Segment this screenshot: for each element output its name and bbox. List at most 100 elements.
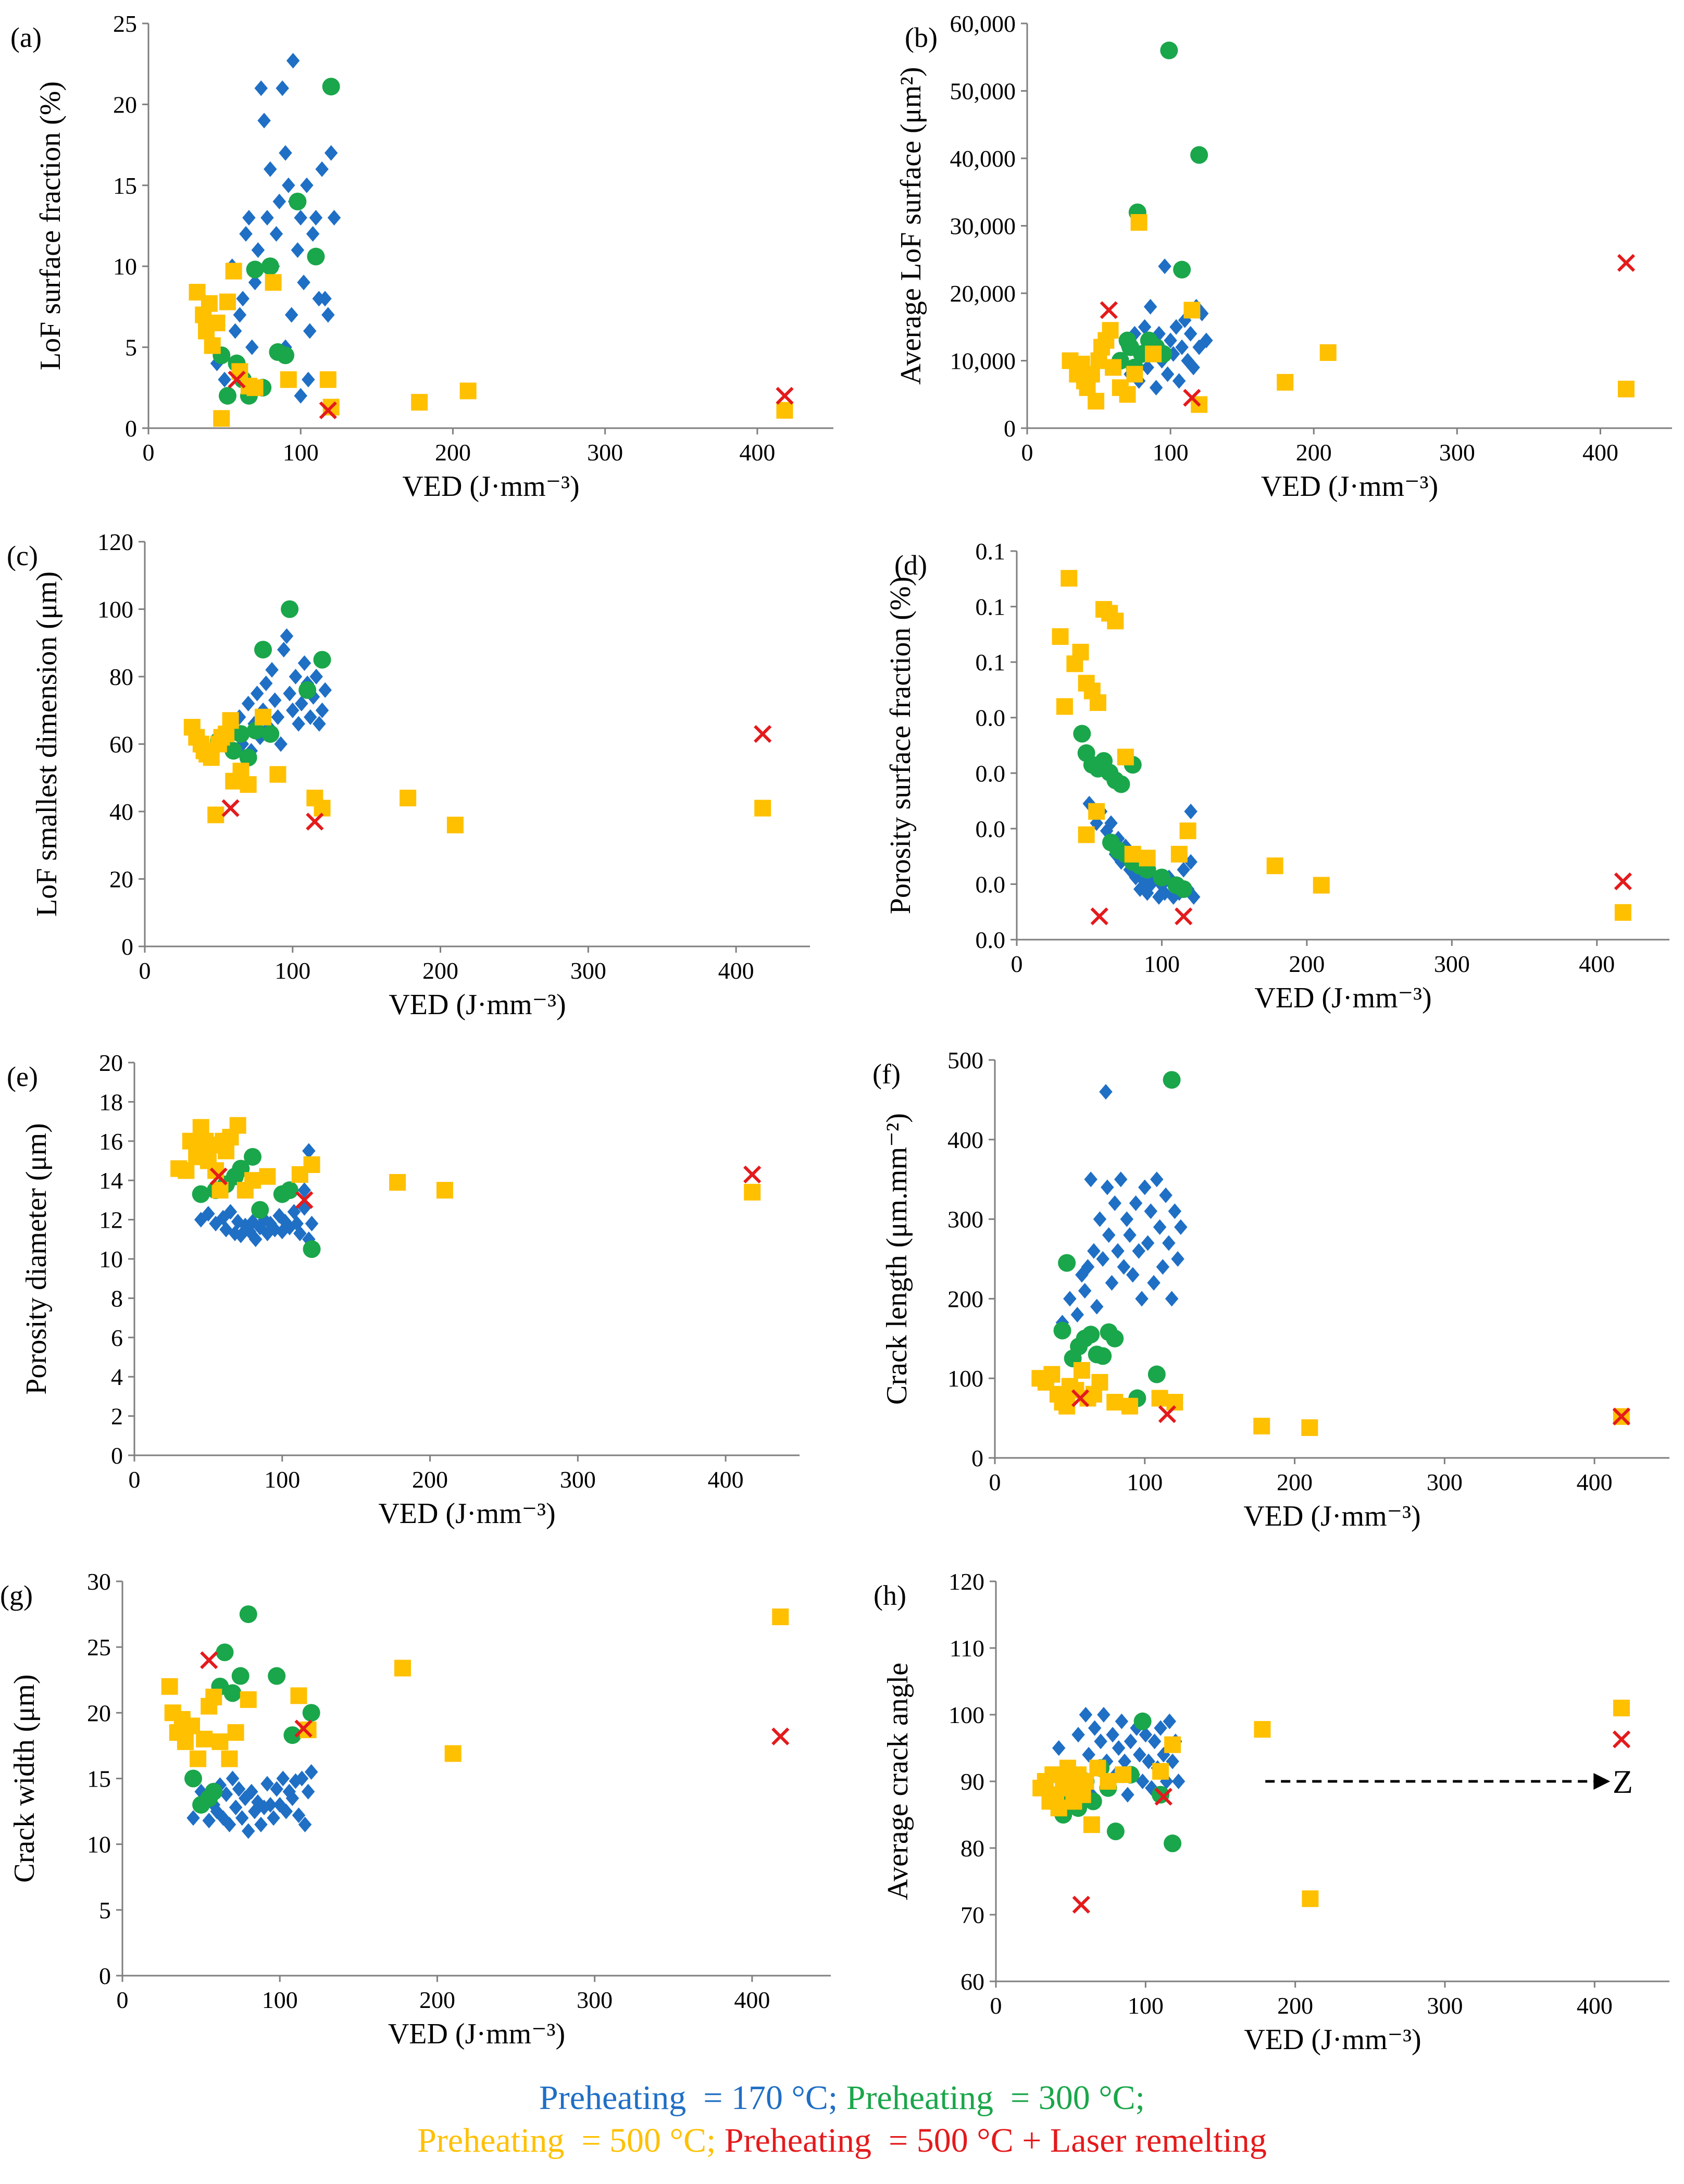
x-tick-label: 300 xyxy=(1427,1469,1463,1495)
data-point xyxy=(259,675,273,691)
x-tick-label: 200 xyxy=(1296,439,1332,466)
y-tick-label: 100 xyxy=(97,596,133,623)
data-point xyxy=(260,209,274,226)
x-tick-label: 0 xyxy=(989,1469,1001,1495)
data-point xyxy=(1139,1727,1153,1743)
data-point xyxy=(1106,1823,1125,1840)
data-point xyxy=(1120,1211,1133,1227)
data-point xyxy=(1165,1291,1179,1307)
data-point xyxy=(1170,845,1188,863)
series-square xyxy=(189,263,793,427)
data-point xyxy=(202,1206,215,1222)
x-tick-label: 100 xyxy=(264,1466,300,1493)
data-point xyxy=(300,177,314,193)
x-tick-label: 400 xyxy=(1577,1992,1613,2019)
data-point xyxy=(244,1172,261,1189)
data-point xyxy=(1126,366,1143,383)
data-point xyxy=(1058,1397,1076,1415)
series-diamond xyxy=(194,1143,319,1247)
data-point xyxy=(1163,1713,1177,1729)
data-point xyxy=(1319,344,1337,361)
data-point xyxy=(322,78,340,96)
data-point xyxy=(260,1776,274,1792)
data-point xyxy=(1115,1713,1129,1729)
data-point xyxy=(1117,1259,1131,1275)
y-axis-label: Crack width (μm) xyxy=(8,1674,41,1882)
data-point xyxy=(259,1168,276,1185)
data-point xyxy=(1612,1730,1631,1749)
series-cross xyxy=(1100,254,1636,407)
y-tick-label: 0 xyxy=(111,1442,123,1469)
data-point xyxy=(1091,1374,1108,1391)
data-point xyxy=(444,1745,461,1762)
chart-panel-a: 0 100 200 300 400 0 5 10 15 20 25 (a) VED (J·mm⁻³) Lo… xyxy=(10,10,833,503)
x-tick-label: 300 xyxy=(570,957,606,984)
y-tick-label: 25 xyxy=(87,1634,111,1661)
data-point xyxy=(1097,1707,1111,1723)
data-point xyxy=(1115,1766,1132,1783)
data-point xyxy=(297,655,311,671)
data-point xyxy=(319,401,337,419)
x-axis-label: VED (J·mm⁻³) xyxy=(1254,982,1431,1014)
data-point xyxy=(1151,1390,1168,1407)
data-point xyxy=(292,1807,306,1824)
data-point xyxy=(1183,326,1197,342)
data-point xyxy=(225,263,242,280)
data-point xyxy=(250,685,264,702)
x-tick-label: 400 xyxy=(718,957,754,984)
data-point xyxy=(1121,1787,1134,1803)
chart-panel-b: 0 100 200 300 400 0 10,000 20,000 30,000 40,000 50… xyxy=(895,10,1672,503)
x-tick-label: 400 xyxy=(1582,439,1618,466)
x-tick-label: 300 xyxy=(1439,439,1475,466)
data-point xyxy=(239,1605,257,1624)
x-tick-label: 200 xyxy=(435,439,471,466)
data-point xyxy=(202,1813,216,1829)
data-point xyxy=(305,1216,319,1232)
series-cross xyxy=(1090,872,1632,926)
data-point xyxy=(1100,301,1118,319)
data-point xyxy=(1123,1227,1137,1243)
panel-label: (c) xyxy=(7,540,38,571)
data-point xyxy=(1152,1763,1169,1780)
data-point xyxy=(1138,1179,1152,1195)
data-point xyxy=(1142,1753,1155,1769)
x-tick-label: 100 xyxy=(1128,1992,1164,2019)
data-point xyxy=(192,1185,210,1203)
x-tick-label: 200 xyxy=(1277,1992,1313,2019)
data-point xyxy=(223,1204,238,1220)
data-point xyxy=(776,402,793,419)
y-tick-label: 0.0 xyxy=(976,705,1006,731)
data-point xyxy=(196,1730,213,1748)
data-point xyxy=(1052,628,1069,645)
data-point xyxy=(297,1182,311,1199)
x-axis-label: VED (J·mm⁻³) xyxy=(389,989,566,1021)
data-point xyxy=(1302,1890,1319,1907)
data-point xyxy=(1072,643,1089,660)
y-tick-label: 25 xyxy=(113,10,137,37)
y-tick-label: 10 xyxy=(99,1246,123,1272)
y-tick-label: 20 xyxy=(99,1050,123,1076)
data-point xyxy=(283,1726,302,1744)
data-point xyxy=(1124,845,1141,863)
data-point xyxy=(1052,1740,1066,1756)
data-point xyxy=(389,1174,406,1191)
data-point xyxy=(319,371,336,388)
y-tick-label: 0.0 xyxy=(976,816,1006,842)
data-point xyxy=(1136,1774,1150,1789)
data-point xyxy=(246,260,264,279)
data-point xyxy=(276,1770,290,1787)
data-point xyxy=(242,209,256,226)
x-tick-label: 100 xyxy=(275,957,310,984)
data-point xyxy=(298,681,317,699)
y-tick-label: 80 xyxy=(109,664,133,690)
data-point xyxy=(1094,1733,1107,1750)
x-tick-label: 300 xyxy=(1434,951,1470,977)
data-point xyxy=(1078,1283,1092,1299)
legend-entry-remelt: Preheating = 500 °C + Laser remelting xyxy=(724,2121,1267,2160)
series-square xyxy=(1032,1700,1630,1907)
y-tick-label: 0 xyxy=(1004,415,1016,442)
data-point xyxy=(1089,694,1106,711)
legend-entry-300: Preheating = 300 °C; xyxy=(846,2079,1145,2117)
data-point xyxy=(1147,1275,1161,1291)
data-point xyxy=(1254,1721,1271,1738)
